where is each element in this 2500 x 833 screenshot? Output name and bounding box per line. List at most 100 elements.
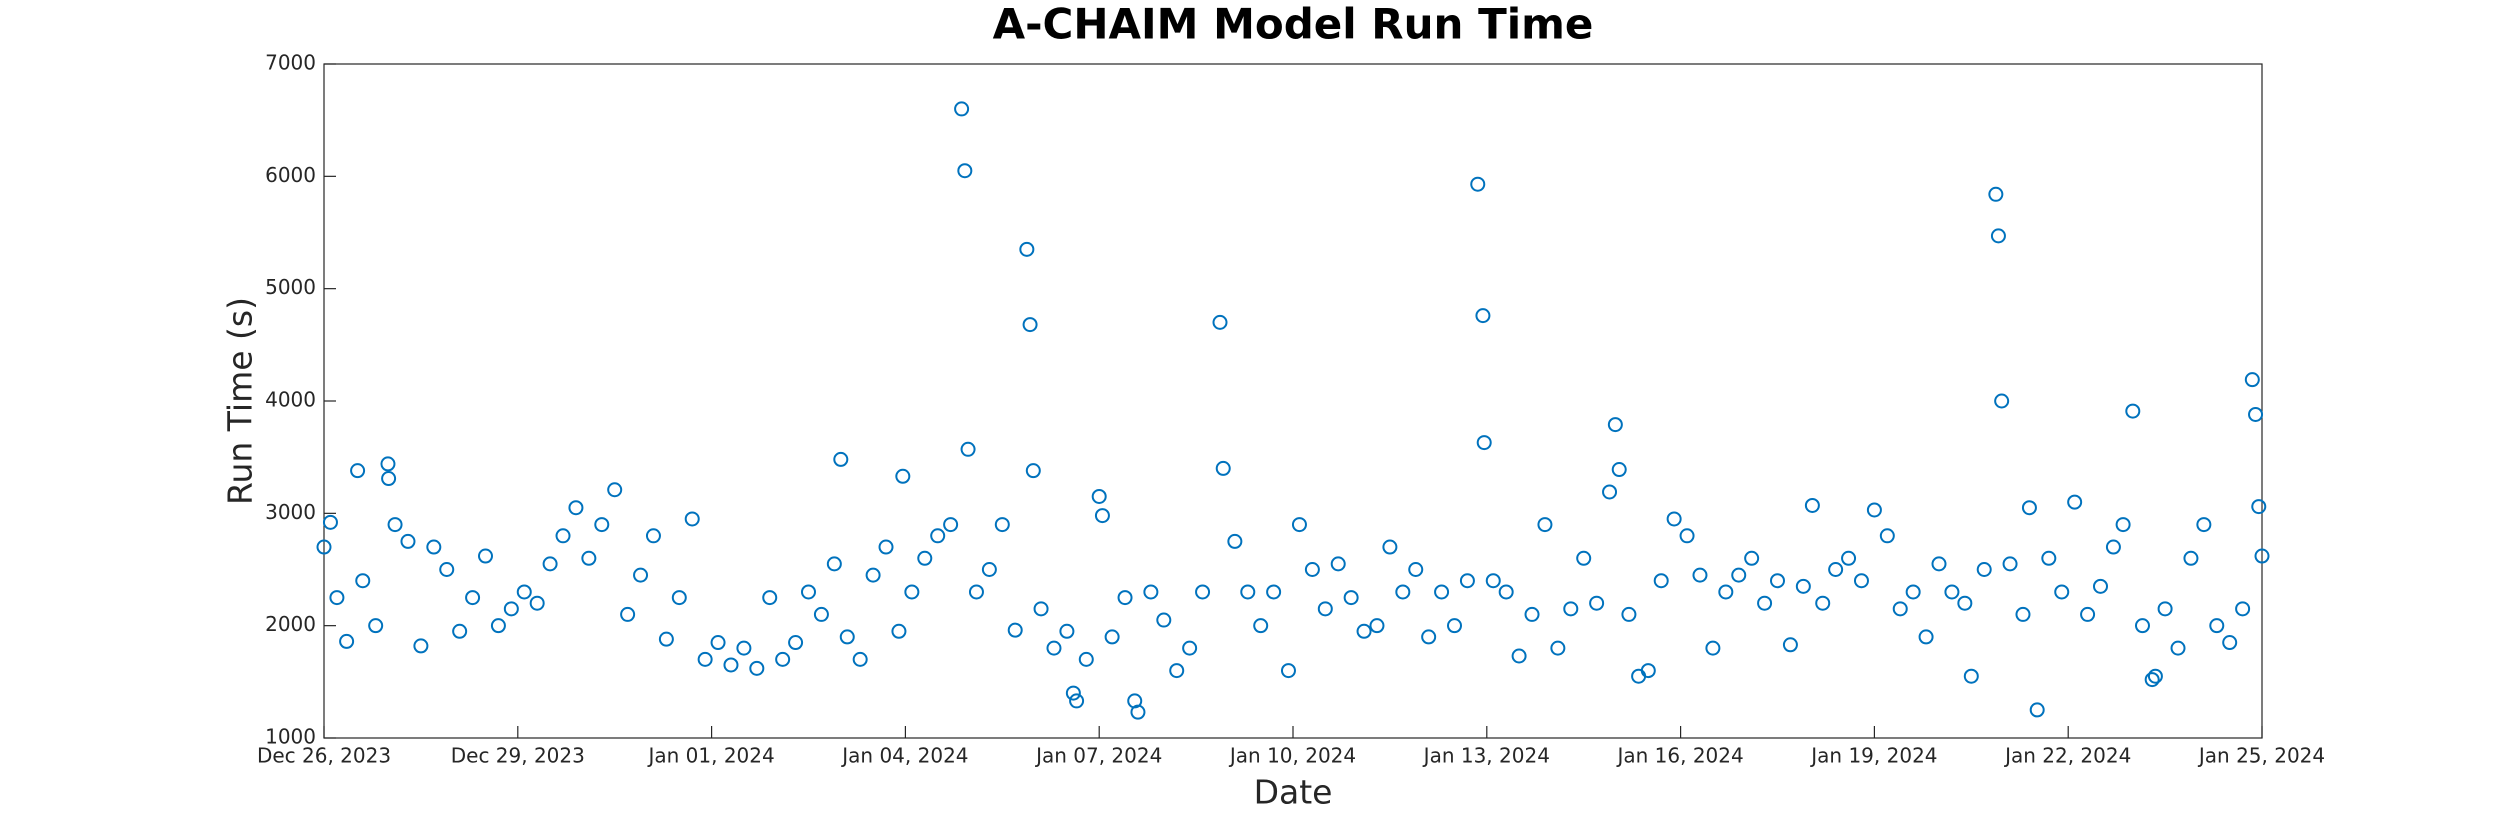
data-point bbox=[2222, 635, 2238, 651]
data-point bbox=[1931, 556, 1947, 572]
data-point bbox=[1475, 308, 1491, 324]
data-point bbox=[581, 550, 597, 566]
data-point bbox=[380, 456, 396, 472]
data-point bbox=[452, 623, 468, 639]
data-point bbox=[1731, 567, 1747, 583]
data-point bbox=[1304, 562, 1320, 577]
data-point bbox=[1815, 595, 1831, 611]
data-point bbox=[2021, 500, 2037, 516]
data-point bbox=[381, 471, 397, 487]
data-point bbox=[1744, 550, 1760, 566]
y-tick-label: 6000 bbox=[265, 163, 316, 187]
data-point bbox=[2244, 372, 2260, 388]
data-point bbox=[1143, 584, 1159, 600]
data-point bbox=[1692, 567, 1708, 583]
data-point bbox=[387, 517, 403, 533]
data-point bbox=[1046, 640, 1062, 656]
data-point bbox=[801, 584, 816, 600]
data-point bbox=[671, 590, 687, 606]
data-point bbox=[633, 567, 649, 583]
data-point bbox=[839, 629, 855, 645]
data-point bbox=[1317, 601, 1333, 617]
x-tick-label: Dec 26, 2023 bbox=[257, 744, 391, 768]
data-point bbox=[1498, 584, 1514, 600]
data-point bbox=[594, 517, 610, 533]
data-point bbox=[723, 657, 739, 673]
data-point bbox=[1563, 601, 1579, 617]
data-point bbox=[1892, 601, 1908, 617]
data-point bbox=[1640, 663, 1656, 679]
data-point bbox=[1212, 314, 1228, 330]
data-point bbox=[1866, 502, 1882, 518]
data-point bbox=[2144, 672, 2160, 688]
data-point bbox=[1589, 595, 1605, 611]
data-point bbox=[762, 590, 778, 606]
data-point bbox=[736, 640, 752, 656]
data-point bbox=[1705, 640, 1721, 656]
data-point bbox=[1653, 573, 1669, 589]
data-point bbox=[2093, 578, 2108, 594]
data-point bbox=[833, 451, 849, 467]
data-point bbox=[2015, 606, 2031, 622]
data-point bbox=[957, 163, 973, 179]
data-point bbox=[1621, 606, 1637, 622]
data-point bbox=[1227, 533, 1243, 549]
data-point bbox=[503, 601, 519, 617]
x-tick-label: Jan 25, 2024 bbox=[2197, 744, 2325, 768]
data-point bbox=[1757, 595, 1773, 611]
data-point bbox=[2157, 601, 2173, 617]
data-point bbox=[1104, 629, 1120, 645]
data-point bbox=[1182, 640, 1198, 656]
data-point bbox=[478, 548, 493, 564]
data-point bbox=[852, 651, 868, 667]
data-point bbox=[2105, 539, 2121, 555]
data-point bbox=[1094, 508, 1110, 524]
data-point bbox=[322, 514, 338, 530]
data-point bbox=[1091, 488, 1107, 504]
data-point bbox=[2254, 548, 2270, 564]
data-point bbox=[1434, 584, 1450, 600]
data-point bbox=[339, 633, 355, 649]
data-point bbox=[400, 533, 416, 549]
data-point bbox=[1918, 629, 1934, 645]
data-point bbox=[1408, 562, 1424, 577]
data-point bbox=[1524, 606, 1540, 622]
data-point bbox=[658, 631, 674, 647]
data-point bbox=[1447, 618, 1462, 634]
y-tick-label: 1000 bbox=[265, 725, 316, 749]
data-point bbox=[516, 584, 532, 600]
data-point bbox=[954, 101, 970, 117]
data-point bbox=[350, 463, 366, 479]
data-point bbox=[710, 635, 726, 651]
data-point bbox=[2235, 601, 2251, 617]
data-point bbox=[865, 567, 881, 583]
data-point bbox=[1679, 528, 1695, 544]
x-tick-label: Jan 01, 2024 bbox=[646, 744, 774, 768]
data-point bbox=[1990, 228, 2006, 244]
data-point bbox=[490, 618, 506, 634]
data-point bbox=[2170, 640, 2186, 656]
data-point bbox=[316, 539, 332, 555]
x-tick-label: Jan 19, 2024 bbox=[1809, 744, 1937, 768]
data-point bbox=[1828, 562, 1844, 577]
data-point bbox=[1470, 176, 1486, 192]
data-point bbox=[968, 584, 984, 600]
data-point bbox=[1156, 612, 1172, 628]
chart-title: A-CHAIM Model Run Time bbox=[993, 0, 1594, 49]
data-point bbox=[891, 623, 907, 639]
data-point bbox=[1718, 584, 1734, 600]
data-point bbox=[2196, 517, 2212, 533]
data-point bbox=[813, 606, 829, 622]
data-point bbox=[1291, 517, 1307, 533]
data-point bbox=[1280, 663, 1296, 679]
data-point bbox=[1059, 623, 1075, 639]
data-point bbox=[1602, 484, 1618, 500]
data-point bbox=[2029, 702, 2045, 718]
data-point bbox=[1957, 595, 1973, 611]
data-point bbox=[994, 517, 1010, 533]
data-point bbox=[1266, 584, 1282, 600]
data-point bbox=[1343, 590, 1359, 606]
data-point bbox=[1607, 417, 1623, 433]
data-point bbox=[2041, 550, 2057, 566]
data-point bbox=[1356, 623, 1372, 639]
